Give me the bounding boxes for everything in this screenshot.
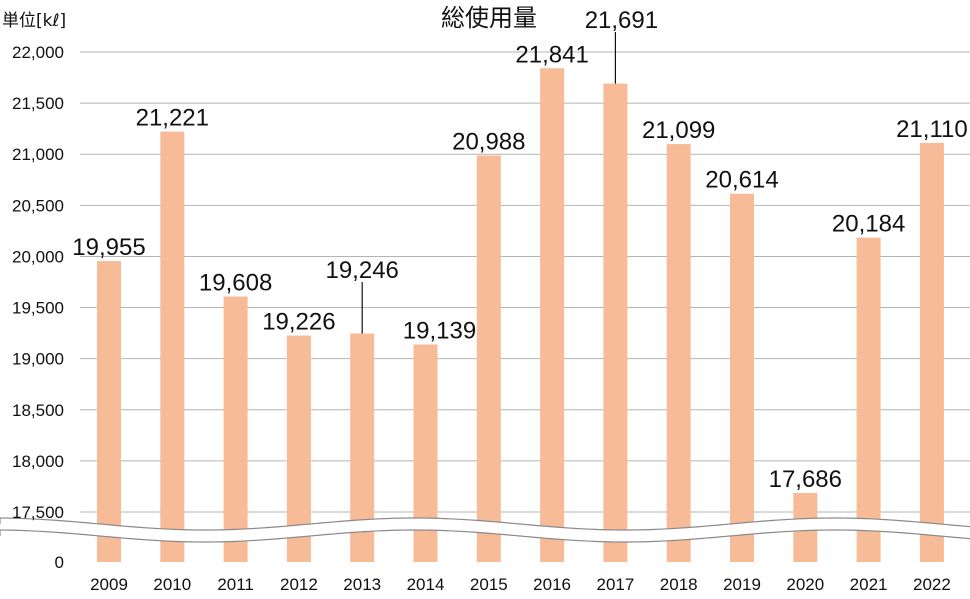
value-label: 19,139 <box>403 317 476 344</box>
y-tick-label: 17,500 <box>12 503 64 522</box>
x-tick-label: 2014 <box>407 575 445 594</box>
value-label: 21,221 <box>136 105 209 132</box>
value-label: 19,608 <box>199 270 272 297</box>
value-label: 20,184 <box>832 211 905 238</box>
y-tick-label: 19,500 <box>12 299 64 318</box>
bar-2011 <box>223 296 248 562</box>
bar-2017 <box>603 83 628 562</box>
x-tick-label: 2019 <box>723 575 761 594</box>
value-label: 19,246 <box>325 257 398 284</box>
x-tick-label: 2009 <box>90 575 128 594</box>
y-tick-label: 20,000 <box>12 247 64 266</box>
y-tick-label: 18,000 <box>12 452 64 471</box>
unit-label: 単位[kℓ] <box>2 11 66 31</box>
x-tick-label: 2016 <box>533 575 571 594</box>
axis-break-line <box>0 529 970 543</box>
value-label: 21,841 <box>515 41 588 68</box>
value-label: 21,110 <box>896 116 968 143</box>
bar-2010 <box>160 131 185 562</box>
bar-2021 <box>856 237 881 562</box>
x-tick-label: 2021 <box>850 575 888 594</box>
x-tick-label: 2018 <box>660 575 698 594</box>
y-tick-label: 18,500 <box>12 401 64 420</box>
x-tick-label: 2020 <box>786 575 824 594</box>
chart-title: 総使用量 <box>441 4 537 32</box>
axis-break-line <box>0 517 970 531</box>
x-tick-label: 2022 <box>913 575 951 594</box>
value-label: 20,614 <box>705 167 778 194</box>
value-label: 21,099 <box>642 117 715 144</box>
bar-2016 <box>540 68 565 563</box>
y-tick-label: 21,500 <box>12 94 64 113</box>
x-tick-label: 2010 <box>153 575 191 594</box>
x-tick-label: 2013 <box>343 575 381 594</box>
x-tick-label: 2012 <box>280 575 318 594</box>
y-tick-label: 21,000 <box>12 145 64 164</box>
bar-2009 <box>97 261 121 562</box>
bar-2019 <box>730 193 754 562</box>
y-tick-label: 22,000 <box>12 43 64 62</box>
y-tick-label: 19,000 <box>12 350 64 369</box>
value-label: 20,988 <box>452 128 525 155</box>
bar-2015 <box>476 155 501 562</box>
x-tick-label: 2011 <box>217 575 254 594</box>
x-tick-label: 2015 <box>470 575 508 594</box>
value-label: 19,955 <box>72 234 145 261</box>
y-tick-label: 0 <box>55 553 64 572</box>
value-label: 17,686 <box>769 466 842 493</box>
value-label: 21,691 <box>585 7 658 34</box>
bar-2022 <box>919 142 944 562</box>
value-label: 19,226 <box>262 309 335 336</box>
y-tick-label: 20,500 <box>12 196 64 215</box>
x-tick-label: 2017 <box>596 575 634 594</box>
bar-2018 <box>666 144 691 562</box>
